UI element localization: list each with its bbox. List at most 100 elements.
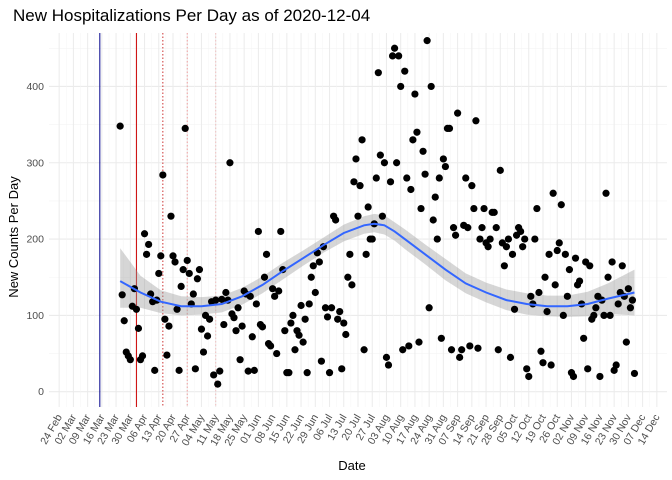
data-point bbox=[427, 82, 435, 91]
data-point bbox=[458, 346, 466, 354]
data-point bbox=[277, 227, 285, 236]
data-point bbox=[161, 315, 169, 323]
y-axis-title: New Counts Per Day bbox=[6, 176, 21, 298]
data-point bbox=[297, 301, 305, 310]
data-point bbox=[606, 311, 614, 320]
data-point bbox=[323, 313, 332, 321]
data-point bbox=[545, 250, 553, 258]
y-tick-label: 100 bbox=[26, 310, 44, 322]
data-point bbox=[354, 212, 362, 220]
data-point bbox=[295, 331, 303, 339]
data-point bbox=[561, 250, 569, 258]
data-point bbox=[374, 69, 382, 77]
data-point bbox=[411, 90, 419, 98]
data-point bbox=[246, 292, 254, 300]
data-point bbox=[214, 380, 222, 388]
data-point bbox=[537, 347, 545, 355]
data-point bbox=[419, 147, 427, 155]
data-point bbox=[173, 305, 181, 313]
data-point bbox=[435, 174, 443, 182]
data-point bbox=[388, 52, 397, 60]
data-point bbox=[142, 250, 151, 258]
data-point bbox=[480, 204, 488, 213]
data-point bbox=[557, 201, 565, 209]
data-point bbox=[266, 342, 275, 350]
data-point bbox=[138, 352, 147, 360]
data-point bbox=[521, 235, 529, 243]
data-point bbox=[226, 159, 234, 167]
data-point bbox=[608, 258, 616, 266]
data-point bbox=[346, 250, 354, 258]
data-point bbox=[437, 334, 445, 342]
data-point bbox=[547, 361, 555, 369]
data-point bbox=[193, 275, 202, 283]
data-point bbox=[315, 258, 323, 266]
data-point bbox=[596, 372, 604, 381]
data-point bbox=[454, 109, 462, 117]
data-point bbox=[216, 367, 224, 375]
data-point bbox=[238, 322, 246, 330]
data-point bbox=[368, 235, 376, 243]
data-point bbox=[580, 334, 588, 342]
data-point bbox=[262, 250, 271, 258]
data-point bbox=[399, 346, 407, 354]
data-point bbox=[360, 346, 368, 354]
data-point bbox=[210, 371, 218, 379]
data-point bbox=[519, 243, 527, 251]
data-point bbox=[325, 369, 334, 377]
data-point bbox=[179, 266, 187, 274]
chart-title: New Hospitalizations Per Day as of 2020-… bbox=[13, 6, 371, 25]
data-point bbox=[433, 235, 441, 243]
data-point bbox=[592, 304, 600, 312]
data-point bbox=[303, 369, 311, 377]
data-point bbox=[559, 311, 567, 320]
data-point bbox=[203, 332, 212, 340]
data-point bbox=[356, 182, 364, 190]
data-point bbox=[167, 212, 175, 220]
data-point bbox=[569, 372, 578, 381]
data-point bbox=[531, 235, 539, 243]
data-point bbox=[417, 204, 425, 213]
data-point bbox=[539, 359, 547, 367]
data-point bbox=[474, 344, 482, 352]
data-point bbox=[468, 182, 476, 190]
data-point bbox=[362, 250, 370, 258]
data-point bbox=[118, 291, 126, 299]
data-point bbox=[372, 174, 380, 182]
data-point bbox=[191, 365, 199, 373]
data-point bbox=[169, 252, 177, 260]
data-point bbox=[336, 307, 344, 316]
data-point bbox=[273, 349, 281, 358]
data-point bbox=[604, 273, 612, 281]
data-point bbox=[494, 346, 502, 354]
data-point bbox=[533, 204, 541, 213]
data-point bbox=[618, 262, 626, 270]
y-axis-ticks: 0 100 200 300 400 bbox=[26, 81, 44, 398]
data-point bbox=[492, 224, 500, 232]
data-point bbox=[327, 304, 336, 312]
data-point bbox=[563, 292, 571, 300]
data-point bbox=[163, 351, 171, 359]
data-point bbox=[334, 315, 342, 323]
data-point bbox=[575, 277, 584, 285]
data-point bbox=[510, 305, 519, 313]
data-point bbox=[171, 258, 179, 266]
data-point bbox=[508, 250, 517, 258]
data-point bbox=[502, 243, 511, 251]
data-point bbox=[486, 235, 494, 243]
y-tick-label: 200 bbox=[26, 234, 44, 246]
data-point bbox=[445, 124, 454, 133]
data-point bbox=[425, 304, 433, 312]
data-point bbox=[352, 155, 360, 163]
event-lines bbox=[99, 33, 217, 407]
data-point bbox=[586, 262, 594, 270]
data-point bbox=[159, 171, 167, 179]
data-point bbox=[126, 356, 134, 364]
data-point bbox=[525, 372, 533, 381]
data-point bbox=[344, 273, 352, 281]
data-point bbox=[384, 361, 393, 369]
data-point bbox=[626, 304, 635, 312]
data-point bbox=[553, 246, 561, 255]
data-point bbox=[380, 159, 389, 167]
data-point bbox=[305, 300, 313, 308]
